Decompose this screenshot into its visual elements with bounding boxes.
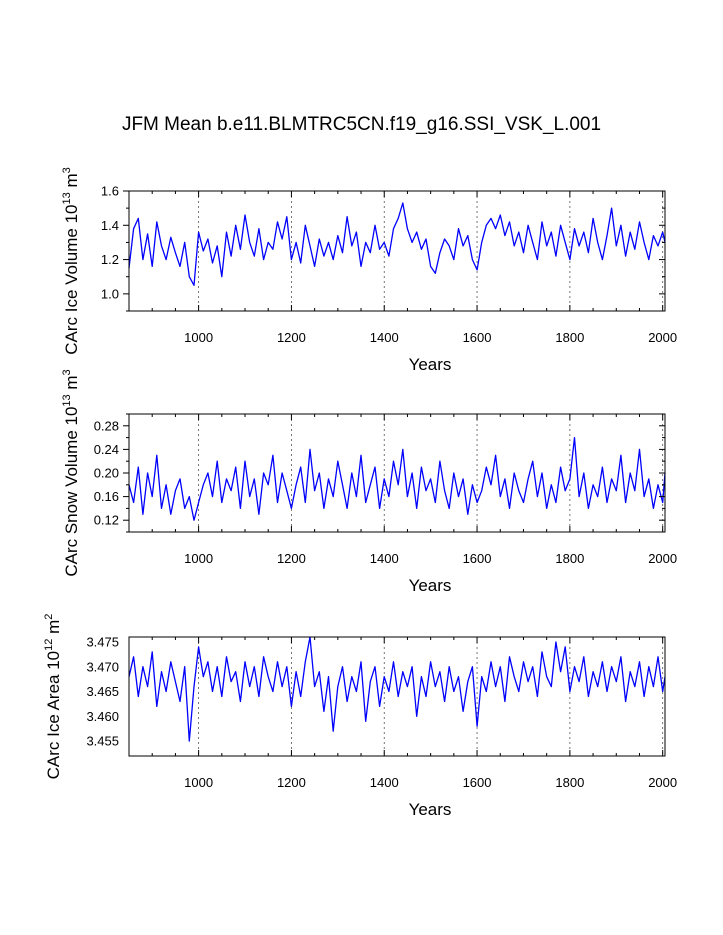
ice-volume-ytick-label: 1.2 [101,252,119,267]
snow-volume-panel: 1000 1200 1400 1600 1800 2000 Years 0.12 0.16 0.2… [61,369,677,595]
ice-area-xtick-label: 1800 [555,775,584,790]
ice-volume-ytick-label: 1.4 [101,218,119,233]
ice-volume-series-line [128,202,666,286]
snow-volume-xtick-label: 1200 [277,551,306,566]
snow-volume-xtick-label: 1400 [370,551,399,566]
ice-area-series-line [128,636,666,742]
ice-volume-xtick-label: 2000 [648,330,677,345]
ice-area-xtick-label: 1600 [463,775,492,790]
ice-area-xtick-label: 2000 [648,775,677,790]
ice-area-panel: 1000 1200 1400 1600 1800 2000 Years 3.455 3.460 3… [43,614,677,819]
ice-area-ytick-label: 3.470 [86,659,119,674]
ice-area-xtick-label: 1400 [370,775,399,790]
snow-volume-frame [128,413,666,533]
ice-volume-xtick-label: 1200 [277,330,306,345]
snow-volume-series-line [128,436,666,521]
ice-volume-xtick-label: 1000 [184,330,213,345]
snow-volume-xtick-label: 2000 [648,551,677,566]
snow-volume-xtick-label: 1800 [555,551,584,566]
ice-area-xtick-label: 1000 [184,775,213,790]
ice-volume-xlabel: Years [409,355,452,374]
snow-volume-ytick-label: 0.16 [94,489,119,504]
snow-volume-xlabel: Years [409,576,452,595]
ice-volume-frame [128,190,666,312]
snow-volume-ylabel: CArc Snow Volume 1013 m3 [61,369,81,576]
ice-volume-ytick-label: 1.6 [101,184,119,199]
ice-area-ytick-label: 3.460 [86,709,119,724]
ice-volume-xtick-label: 1400 [370,330,399,345]
ice-area-frame [128,636,666,757]
ice-volume-xtick-label: 1800 [555,330,584,345]
snow-volume-ytick-label: 0.12 [94,513,119,528]
ice-area-xlabel: Years [409,800,452,819]
ice-volume-ylabel: CArc Ice Volume 1013 m3 [61,167,81,355]
ice-volume-xtick-label: 1600 [463,330,492,345]
snow-volume-ytick-label: 0.20 [94,466,119,481]
ice-area-xtick-label: 1200 [277,775,306,790]
snow-volume-xtick-label: 1000 [184,551,213,566]
snow-volume-ytick-label: 0.28 [94,418,119,433]
ice-area-ytick-label: 3.475 [86,634,119,649]
snow-volume-ytick-label: 0.24 [94,442,119,457]
snow-volume-xtick-label: 1600 [463,551,492,566]
ice-area-ytick-label: 3.465 [86,684,119,699]
figure-title: JFM Mean b.e11.BLMTRC5CN.f19_g16.SSI_VSK… [121,114,602,135]
ice-area-ylabel: CArc Ice Area 1012 m2 [43,614,63,780]
ice-volume-ytick-label: 1.0 [101,286,119,301]
ice-area-ytick-label: 3.455 [86,734,119,749]
ice-volume-panel: 1000 1200 1400 1600 1800 2000 Years 1.0 1.2 1.4 1.… [61,167,677,374]
